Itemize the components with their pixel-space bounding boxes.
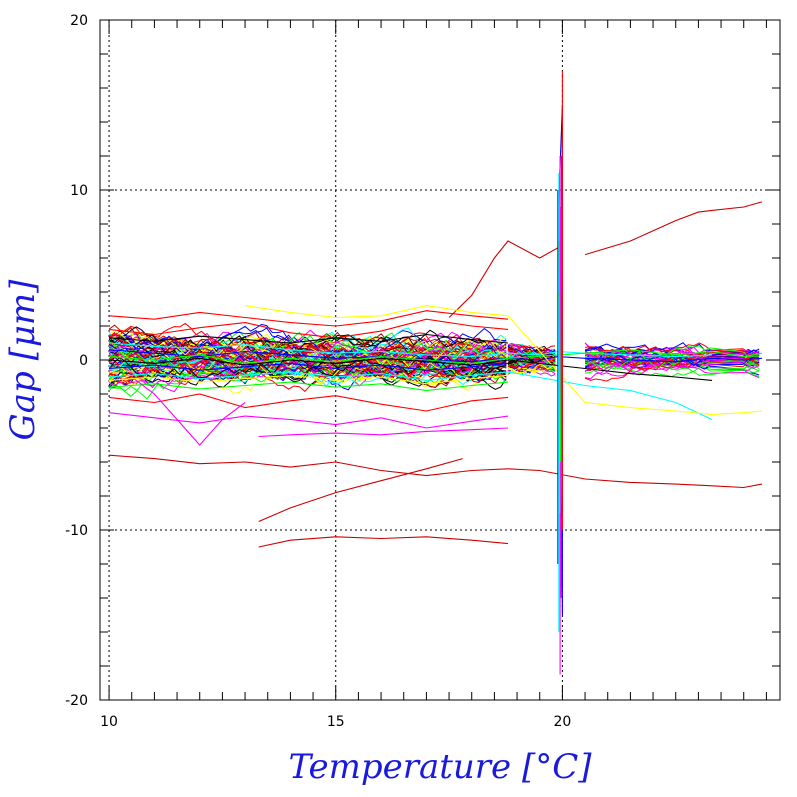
- series-line-7: [109, 310, 509, 327]
- x-tick-label: 15: [327, 714, 345, 730]
- series-line-24: [558, 172, 561, 632]
- series-line-23: [560, 71, 563, 531]
- bundle-line-mid: [507, 363, 556, 374]
- x-tick-label: 20: [553, 714, 571, 730]
- series-line-6: [109, 318, 509, 339]
- series-line-14: [109, 412, 509, 429]
- axis-ticks: [100, 19, 780, 701]
- bundle-line: [108, 338, 507, 388]
- series-line-9: [109, 454, 763, 489]
- series-line-18: [109, 374, 509, 385]
- series-line-15: [258, 427, 509, 438]
- bundle-line-high: [584, 350, 760, 367]
- series-line-0: [109, 349, 762, 363]
- series-line-17: [245, 305, 762, 415]
- y-tick-label: -20: [65, 693, 88, 709]
- bundle-line-high: [585, 345, 760, 360]
- bundle-line: [108, 353, 507, 383]
- series-line-21: [557, 104, 563, 616]
- bundle-line-high: [585, 345, 760, 370]
- x-axis-title: Temperature [°C]: [288, 747, 592, 787]
- series-line-16: [131, 376, 246, 446]
- bundle-line-high: [584, 351, 760, 368]
- series-line-2: [109, 342, 713, 358]
- y-tick-label-zero: 0: [79, 353, 88, 369]
- plot-series-group: [108, 71, 763, 675]
- series-line-11: [258, 458, 463, 523]
- series-line-3: [109, 371, 713, 420]
- series-line-20: [109, 333, 509, 344]
- x-tick-label: 10: [100, 714, 118, 730]
- bundle-line-high: [584, 353, 760, 382]
- series-line-25: [558, 240, 562, 463]
- series-line-12: [448, 240, 559, 318]
- bundle-line: [108, 326, 507, 383]
- bundle-line: [108, 341, 507, 393]
- bundle-line: [109, 337, 507, 378]
- series-line-19: [109, 357, 713, 381]
- series-line-8: [109, 393, 509, 412]
- series-line-5: [109, 381, 509, 392]
- y-tick-label: -10: [65, 523, 88, 539]
- bundle-line: [108, 330, 507, 378]
- y-axis-title: Gap [μm]: [3, 279, 43, 441]
- y-tick-label: 10: [70, 183, 88, 199]
- series-line-13: [584, 201, 763, 256]
- y-tick-label: 20: [70, 13, 88, 29]
- series-line-10: [258, 536, 509, 548]
- bundle-line-high: [584, 343, 760, 370]
- tick-labels: 10 15 20 -20 -10 10 20 0: [65, 13, 571, 730]
- series-line-1: [109, 362, 509, 371]
- series-line-4: [109, 349, 763, 364]
